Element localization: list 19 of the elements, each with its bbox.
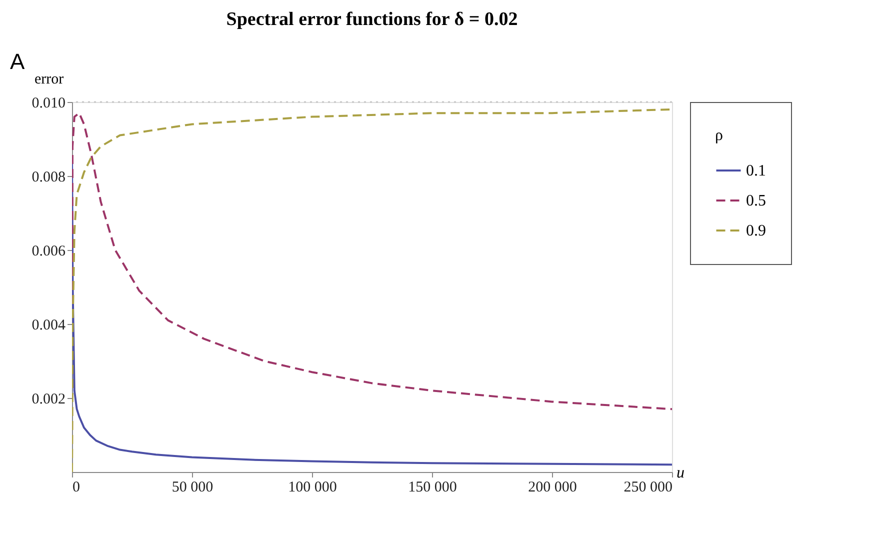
x-axis-title: u: [676, 464, 684, 482]
y-axis-title: error: [34, 72, 64, 88]
y-tick-label: 0.008: [32, 170, 66, 186]
legend-label: 0.1: [746, 162, 766, 180]
y-tick-label: 0.002: [32, 392, 66, 408]
legend-title: ρ: [715, 127, 723, 144]
x-tick-label: 0: [72, 480, 80, 496]
x-tick-label: 50 000: [172, 480, 214, 496]
y-tick-label: 0.010: [32, 96, 66, 112]
x-tick-label: 150 000: [408, 480, 457, 496]
x-tick-label: 100 000: [288, 480, 337, 496]
x-tick-label: 250 000: [624, 480, 672, 496]
text: A: [10, 49, 25, 74]
legend-label: 0.9: [746, 222, 766, 240]
chart-title: Spectral error functions for δ = 0.02: [226, 9, 518, 30]
legend-label: 0.5: [746, 192, 766, 210]
y-tick-label: 0.006: [32, 244, 66, 260]
y-tick-label: 0.004: [32, 318, 66, 334]
x-tick-label: 200 000: [528, 480, 577, 496]
